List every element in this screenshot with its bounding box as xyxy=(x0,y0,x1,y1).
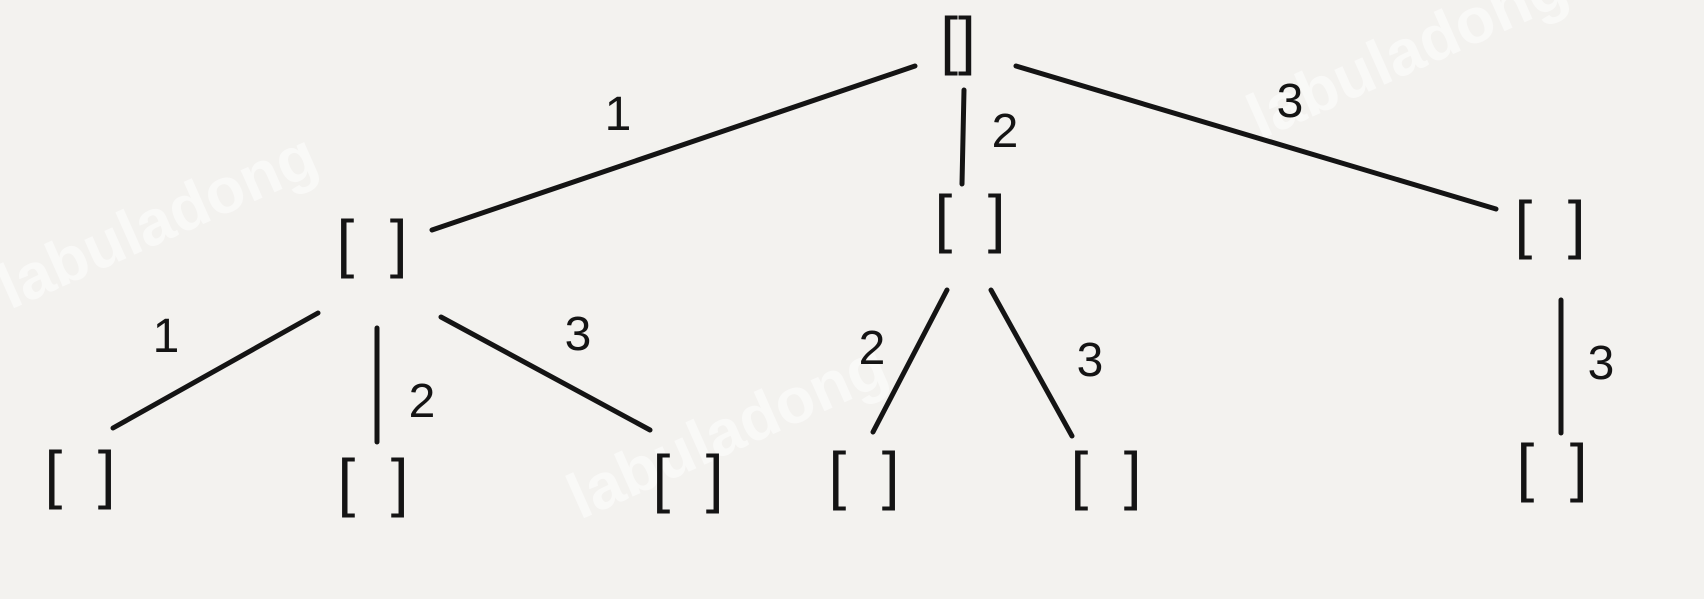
edge-n2-n23 xyxy=(988,287,1075,439)
edge-label-root-n3: 3 xyxy=(1277,75,1304,128)
edge-layer xyxy=(110,63,1564,445)
edge-label-root-n1: 1 xyxy=(605,88,632,141)
edge-label-n1-n13: 3 xyxy=(565,308,592,361)
edge-label-n3-n33: 3 xyxy=(1588,337,1615,390)
edge-label-layer: 1 2 3 1 2 3 2 3 3 xyxy=(153,75,1615,428)
node-root: [] xyxy=(940,4,976,76)
node-n1: [ ] xyxy=(336,207,407,279)
edge-n2-n22 xyxy=(870,287,950,435)
edge-label-n2-n22: 2 xyxy=(859,322,886,375)
watermark-text: labuladong xyxy=(0,118,327,323)
node-n33: [ ] xyxy=(1516,431,1587,503)
node-n2: [ ] xyxy=(934,182,1005,254)
edge-root-n1 xyxy=(429,63,918,233)
edge-root-n3 xyxy=(1013,63,1499,212)
edge-label-n2-n23: 3 xyxy=(1077,334,1104,387)
edge-label-n1-n11: 1 xyxy=(153,310,180,363)
node-layer: [] [ ] [ ] [ ] [ ] [ ] [ ] [ ] [ ] [ ] xyxy=(44,4,1587,518)
node-n23: [ ] xyxy=(1070,439,1141,511)
node-n11: [ ] xyxy=(44,438,115,510)
node-n13: [ ] xyxy=(652,442,723,514)
edge-n1-n11 xyxy=(110,310,321,431)
node-n22: [ ] xyxy=(828,439,899,511)
edge-n1-n13 xyxy=(438,314,653,433)
node-n12: [ ] xyxy=(337,446,408,518)
node-n3: [ ] xyxy=(1514,188,1585,260)
edge-label-root-n2: 2 xyxy=(992,105,1019,158)
edge-label-n1-n12: 2 xyxy=(409,375,436,428)
edge-root-n2 xyxy=(959,87,967,187)
